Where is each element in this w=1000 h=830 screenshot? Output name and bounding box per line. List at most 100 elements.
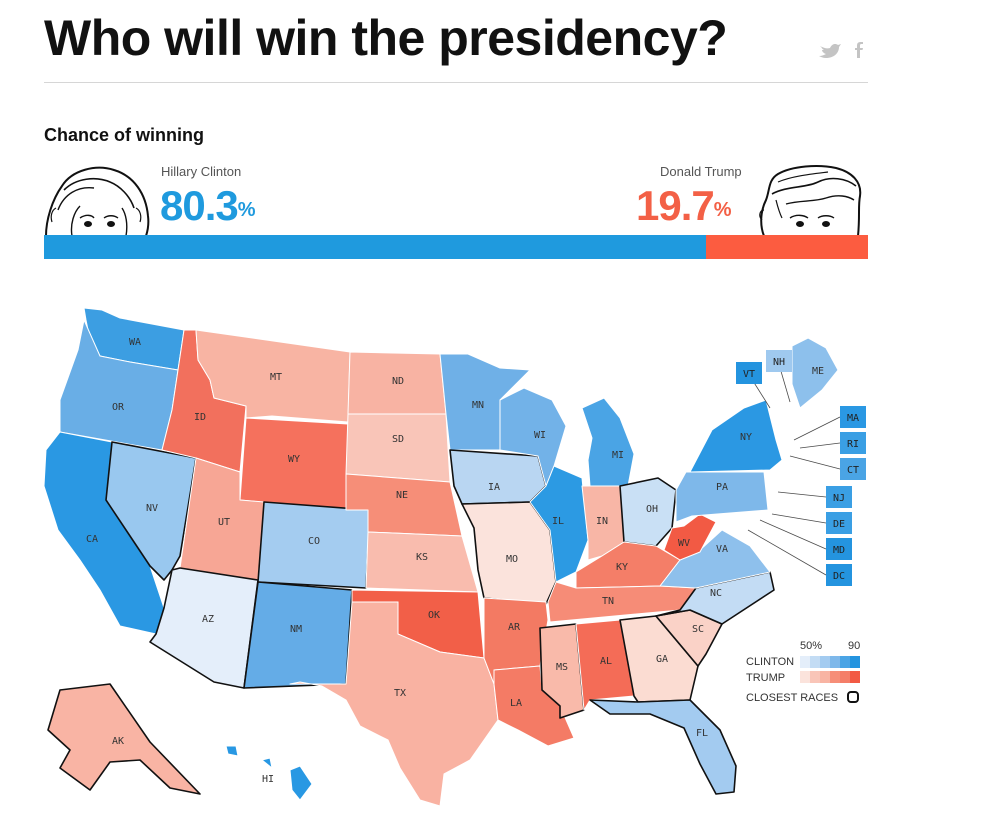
state-label: TX bbox=[394, 688, 406, 699]
leader-line bbox=[759, 519, 827, 550]
state-shape[interactable] bbox=[581, 397, 635, 487]
state-shape[interactable] bbox=[289, 601, 499, 807]
state-box-vt[interactable]: VT bbox=[736, 362, 771, 409]
state-label: LA bbox=[510, 698, 522, 709]
state-label: KY bbox=[616, 562, 628, 573]
state-sd[interactable]: SD bbox=[345, 413, 451, 483]
state-shape[interactable] bbox=[243, 581, 353, 689]
state-label: WY bbox=[288, 454, 300, 465]
state-box-nj[interactable]: NJ bbox=[777, 486, 852, 508]
state-box-md[interactable]: MD bbox=[759, 519, 852, 560]
twitter-icon[interactable] bbox=[819, 44, 841, 58]
state-box-shape[interactable] bbox=[840, 406, 866, 428]
state-label: UT bbox=[218, 517, 230, 528]
state-box-shape[interactable] bbox=[826, 538, 852, 560]
legend-swatch bbox=[850, 656, 860, 668]
state-box-shape[interactable] bbox=[766, 350, 792, 372]
trump-bar-segment bbox=[705, 235, 868, 259]
legend-swatch bbox=[830, 671, 840, 683]
state-shape[interactable] bbox=[225, 745, 313, 801]
legend-scale-low: 50% bbox=[800, 640, 823, 652]
facebook-icon[interactable] bbox=[855, 42, 863, 58]
state-shape[interactable] bbox=[47, 683, 201, 795]
state-fl[interactable]: FL bbox=[589, 699, 737, 795]
state-box-shape[interactable] bbox=[826, 512, 852, 534]
state-label: TN bbox=[602, 596, 614, 607]
state-label: AL bbox=[600, 656, 612, 667]
state-box-ct[interactable]: CT bbox=[789, 455, 866, 480]
state-label: CA bbox=[86, 534, 98, 545]
clinton-face-illustration bbox=[45, 166, 150, 236]
leader-line bbox=[777, 491, 827, 498]
legend-swatch bbox=[810, 656, 820, 668]
state-shape[interactable] bbox=[791, 337, 839, 409]
legend-scale-high: 90 bbox=[848, 640, 861, 652]
state-wv[interactable]: WV bbox=[663, 513, 717, 561]
state-tx[interactable]: TX bbox=[289, 601, 499, 807]
state-az[interactable]: AZ bbox=[149, 567, 259, 689]
state-al[interactable]: AL bbox=[575, 619, 635, 711]
state-mi[interactable]: MI bbox=[581, 397, 635, 487]
state-shape[interactable] bbox=[675, 471, 769, 523]
state-shape[interactable] bbox=[449, 449, 547, 505]
legend-closest-label: CLOSEST RACES bbox=[746, 692, 839, 704]
state-shape[interactable] bbox=[689, 399, 783, 473]
state-box-label: MD bbox=[833, 545, 845, 556]
state-hi[interactable]: HI bbox=[225, 745, 313, 801]
state-label: NM bbox=[290, 624, 302, 635]
map-legend: 50% 90 CLINTON TRUMP CLOSEST RACES bbox=[746, 640, 876, 710]
state-box-ma[interactable]: MA bbox=[793, 406, 866, 441]
state-box-shape[interactable] bbox=[736, 362, 762, 384]
trump-percentage: 19.7% bbox=[636, 184, 732, 228]
state-oh[interactable]: OH bbox=[619, 477, 677, 547]
state-me[interactable]: ME bbox=[791, 337, 839, 409]
leader-line bbox=[793, 416, 841, 441]
state-box-nh[interactable]: NH bbox=[766, 350, 792, 403]
state-shape[interactable] bbox=[589, 699, 737, 795]
state-box-shape[interactable] bbox=[826, 564, 852, 586]
state-ks[interactable]: KS bbox=[365, 531, 479, 593]
state-co[interactable]: CO bbox=[257, 501, 371, 589]
legend-swatch bbox=[820, 656, 830, 668]
state-label: VA bbox=[716, 544, 728, 555]
chance-bar bbox=[44, 235, 868, 259]
trump-name: Donald Trump bbox=[660, 164, 742, 179]
state-box-shape[interactable] bbox=[826, 486, 852, 508]
state-label: MI bbox=[612, 450, 624, 461]
state-label: FL bbox=[696, 728, 708, 739]
state-ny[interactable]: NY bbox=[689, 399, 783, 473]
state-nd[interactable]: ND bbox=[347, 351, 447, 415]
state-label: HI bbox=[262, 774, 274, 785]
state-wy[interactable]: WY bbox=[239, 417, 349, 511]
legend-trump-label: TRUMP bbox=[746, 672, 786, 684]
legend-closest-icon bbox=[847, 691, 859, 703]
state-box-dc[interactable]: DC bbox=[747, 529, 852, 586]
state-box-de[interactable]: DE bbox=[771, 512, 852, 534]
state-label: NY bbox=[740, 432, 752, 443]
state-ak[interactable]: AK bbox=[47, 683, 201, 795]
state-box-shape[interactable] bbox=[840, 432, 866, 454]
state-label: ND bbox=[392, 376, 404, 387]
clinton-pct-value: 80.3 bbox=[160, 182, 239, 229]
state-label: SD bbox=[392, 434, 404, 445]
clinton-bar-segment bbox=[44, 235, 706, 259]
legend-swatch bbox=[850, 671, 860, 683]
state-box-ri[interactable]: RI bbox=[799, 432, 866, 454]
state-ia[interactable]: IA bbox=[449, 449, 547, 505]
trump-face-illustration bbox=[759, 165, 862, 236]
page-title: Who will win the presidency? bbox=[44, 10, 728, 66]
state-shape[interactable] bbox=[575, 619, 635, 711]
state-label: MS bbox=[556, 662, 568, 673]
state-label: NV bbox=[146, 503, 158, 514]
state-shape[interactable] bbox=[663, 513, 717, 561]
state-label: WI bbox=[534, 430, 546, 441]
state-shape[interactable] bbox=[345, 413, 451, 483]
clinton-name: Hillary Clinton bbox=[161, 164, 242, 179]
state-pa[interactable]: PA bbox=[675, 471, 769, 523]
us-state-map: WA OR CA NV ID MT WY UT AZ CO NM ND SD NE KS OK TX MN IA MO… bbox=[43, 307, 866, 807]
state-shape[interactable] bbox=[149, 567, 259, 689]
leader-line bbox=[747, 529, 827, 576]
state-nm[interactable]: NM bbox=[243, 581, 353, 689]
state-box-shape[interactable] bbox=[840, 458, 866, 480]
state-label: ME bbox=[812, 366, 824, 377]
